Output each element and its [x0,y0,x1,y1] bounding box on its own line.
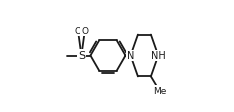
Text: NH: NH [151,51,166,61]
Text: Me: Me [153,86,166,95]
Text: S: S [78,51,85,61]
Text: O: O [74,27,81,36]
Text: O: O [81,27,88,36]
Text: N: N [127,51,134,61]
